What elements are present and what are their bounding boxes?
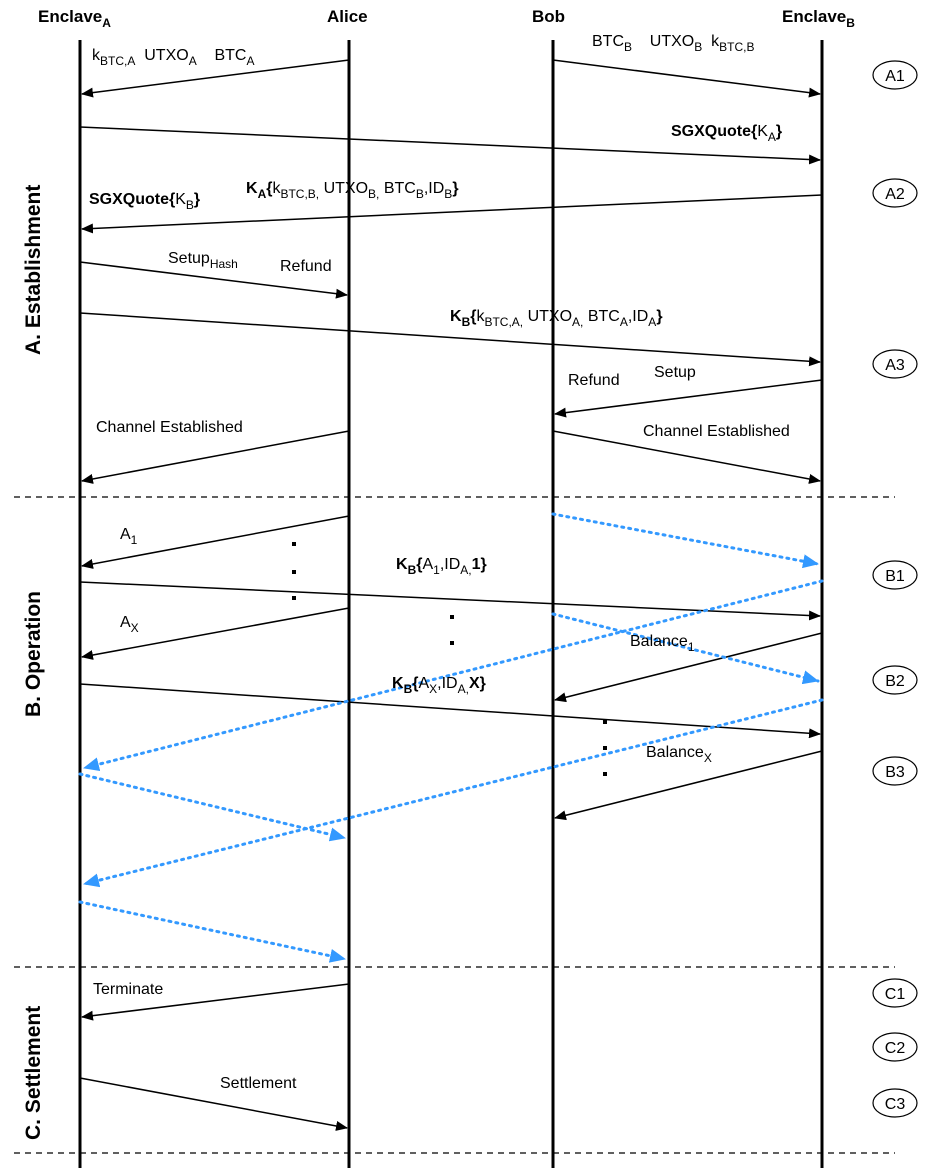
participant-enclave-a: EnclaveA [38,7,111,30]
label-settlement: Settlement [220,1075,297,1092]
label-a1-alice-secrets: kBTC,A UTXOA BTCA [92,47,255,68]
arrow-ka-message [81,194,823,234]
arrow-a1 [81,515,350,569]
label-balance-1: Balance1 [630,633,695,654]
step-c1: C1 [872,978,918,1008]
label-ax: AX [120,614,139,635]
label-refund-alice: Refund [280,258,332,275]
label-setup-hash: SetupHash [168,250,238,271]
arrow-a1-alice-to-enclave-a [81,59,350,98]
label-a1-bob-secrets: BTCB UTXOB kBTC,B [592,33,755,54]
message-labels: kBTC,A UTXOA BTCA BTCB UTXOB kBTC,B SGXQ… [89,33,790,1092]
label-kb-ax: KB{AX,IDA,X} [392,675,486,696]
participant-enclave-b: EnclaveB [782,7,855,30]
arrow-balance-1 [554,632,823,703]
section-settlement: C. Settlement [22,1006,45,1140]
section-operation: B. Operation [22,591,45,717]
arrow-kb-ax [79,683,821,739]
arrow-settlement [79,1077,348,1131]
arrow-kb-a1 [79,581,821,621]
dotted-enclave-a-to-alice-2 [78,900,347,963]
arrow-balance-x [554,750,823,821]
label-channel-established-b: Channel Established [643,423,790,440]
label-a1: A1 [120,526,138,547]
label-balance-x: BalanceX [646,744,712,765]
section-establishment: A. Establishment [22,185,45,355]
svg-text:B1: B1 [885,568,905,585]
ellipsis-dots [292,542,607,776]
label-refund-bob: Refund [568,372,620,389]
label-sgxquote-ka: SGXQuote{KA} [671,123,782,144]
dotted-arrows [78,512,824,963]
step-b3: B3 [872,756,918,786]
arrow-ax [81,607,350,660]
step-b1: B1 [872,560,918,590]
arrow-channel-established-b [552,430,821,484]
dotted-enclave-a-to-alice-1 [78,772,347,842]
label-kb-message: KB{kBTC,A, UTXOA, BTCA,IDA} [450,308,663,329]
arrow-terminate [81,983,350,1021]
svg-text:A2: A2 [885,186,905,203]
step-b2: B2 [872,665,918,695]
svg-text:B2: B2 [885,673,905,690]
label-channel-established-a: Channel Established [96,419,243,436]
arrow-kb-message [79,312,821,367]
svg-text:A1: A1 [885,68,905,85]
label-ka-message: KA{kBTC,B, UTXOB, BTCB,IDB} [246,180,459,201]
step-markers: A1 A2 A3 B1 B2 B3 C1 C2 C3 [872,60,918,1118]
arrow-refund-setup [554,379,823,418]
participant-bob: Bob [532,7,565,26]
step-c3: C3 [872,1088,918,1118]
svg-text:A3: A3 [885,357,905,374]
arrow-channel-established-a [81,430,350,484]
label-setup: Setup [654,364,696,381]
svg-text:C2: C2 [885,1040,906,1057]
label-terminate: Terminate [93,981,163,998]
arrow-a1-bob-to-enclave-b [552,59,821,98]
label-sgxquote-kb: SGXQuote{KB} [89,191,200,212]
dotted-enclave-b-to-enclave-a-2 [82,698,824,888]
arrow-quote-a [79,126,821,165]
label-kb-a1: KB{A1,IDA,1} [396,556,487,577]
svg-text:C3: C3 [885,1096,906,1113]
step-a3: A3 [872,349,918,379]
arrow-setup-hash [79,261,348,299]
step-a2: A2 [872,178,918,208]
step-a1: A1 [872,60,918,90]
dotted-enclave-b-to-enclave-a-1 [82,579,824,772]
svg-text:C1: C1 [885,986,906,1003]
dotted-bob-to-enclave-b-1 [551,512,820,569]
participant-alice: Alice [327,7,368,26]
step-c2: C2 [872,1032,918,1062]
svg-text:B3: B3 [885,764,905,781]
solid-arrows [79,59,823,1131]
